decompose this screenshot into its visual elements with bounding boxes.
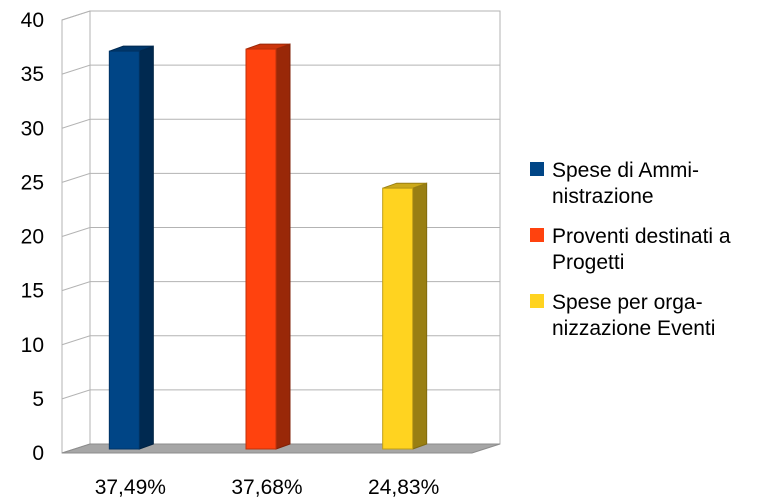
legend-label: nistrazione: [552, 185, 654, 208]
y-tick-label: 30: [21, 117, 44, 140]
legend-swatch: [530, 162, 544, 176]
legend-label: Spese di Ammi-: [552, 159, 699, 182]
grid-line: [61, 64, 500, 75]
category-labels: 37,49% 37,68% 24,83%: [95, 476, 440, 499]
y-tick-label: 40: [21, 9, 44, 32]
grid-line: [61, 10, 500, 21]
y-tick-label: 0: [32, 442, 44, 465]
bar-side: [138, 45, 154, 450]
legend: Spese di Ammi-nistrazione Proventi destin…: [530, 159, 731, 340]
legend-item: Spese di Ammi-nistrazione: [530, 159, 699, 208]
grid-line: [61, 227, 500, 237]
legend-swatch: [530, 294, 544, 308]
bar: [382, 182, 428, 450]
grid-line: [61, 172, 500, 183]
y-tick-label: 15: [21, 280, 44, 303]
category-label: 37,68%: [231, 476, 302, 499]
legend-label: Progetti: [552, 251, 624, 274]
legend-label: nizzazione Eventi: [552, 317, 715, 340]
legend-swatch: [530, 228, 544, 242]
y-tick-label: 20: [21, 226, 44, 249]
grid-line: [61, 335, 500, 346]
grid-line: [61, 281, 500, 292]
legend-item: Proventi destinati a Progetti: [530, 225, 731, 274]
y-tick-label: 35: [21, 63, 44, 86]
grid-line: [61, 118, 500, 129]
bar-front: [245, 48, 277, 450]
y-tick-label: 5: [32, 388, 44, 411]
bar: [245, 43, 291, 450]
grid-lines: [61, 10, 500, 400]
bar-side: [275, 43, 291, 450]
grid-line: [61, 389, 500, 400]
category-label: 37,49%: [95, 476, 166, 499]
legend-item: Spese per orga-nizzazione Eventi: [530, 291, 715, 340]
bar-front: [108, 50, 140, 450]
bar: [108, 45, 154, 450]
y-axis-tick-labels: 0 5 10 15 20 25 30 35 40: [21, 9, 44, 465]
legend-label: Proventi destinati a: [552, 225, 731, 248]
y-tick-label: 25: [21, 171, 44, 194]
bars: [108, 43, 428, 450]
category-label: 24,83%: [368, 476, 439, 499]
bar-front: [382, 187, 414, 450]
y-tick-label: 10: [21, 334, 44, 357]
legend-label: Spese per orga-: [552, 291, 703, 314]
bar-side: [412, 182, 428, 450]
